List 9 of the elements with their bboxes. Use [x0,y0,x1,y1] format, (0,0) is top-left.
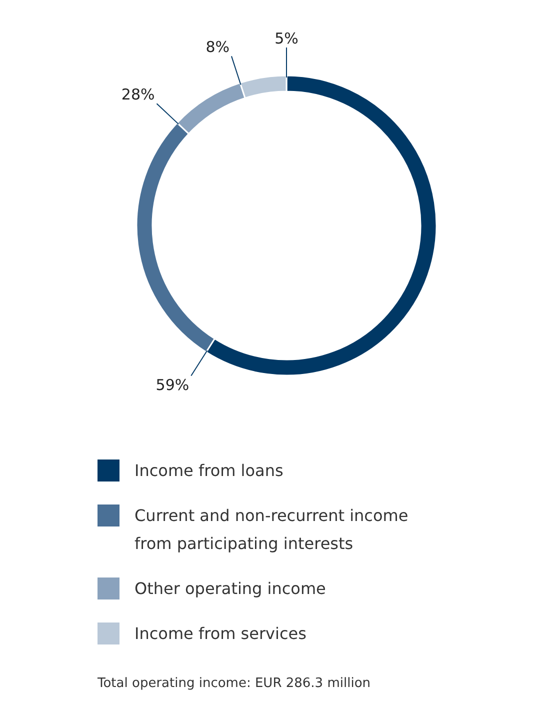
legend-label: Other operating income [134,579,326,598]
legend-label: Income from loans [134,461,284,480]
data-label: 5% [274,30,298,48]
legend-label: Current and non-recurrent income from participating interests [134,506,408,553]
legend-label: Income from services [134,624,306,643]
data-label: 8% [206,38,230,56]
data-label: 59% [156,376,190,394]
data-label: 28% [121,86,155,104]
text: Total operating income: EUR 286.3 million [96,676,371,691]
